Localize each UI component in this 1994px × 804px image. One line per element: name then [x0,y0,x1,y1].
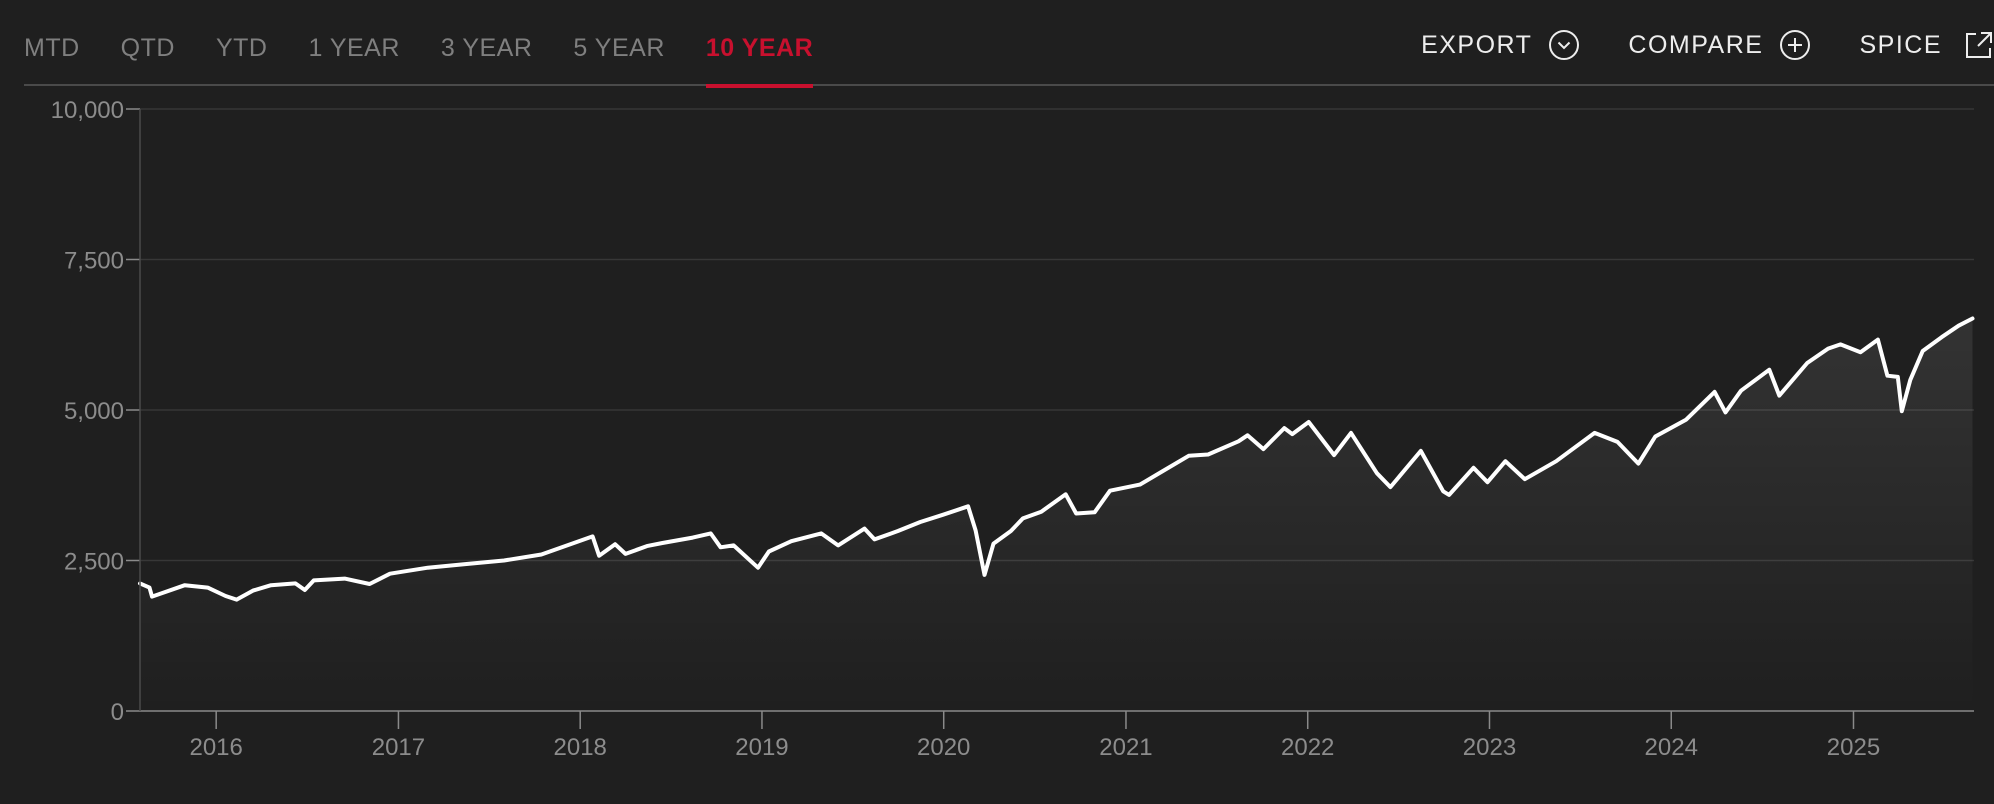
compare-label: COMPARE [1628,30,1764,59]
export-button[interactable]: EXPORT [1421,29,1580,61]
x-tick-label: 2024 [1645,734,1698,761]
time-range-tabs: MTD QTD YTD 1 YEAR 3 YEAR 5 YEAR 10 YEAR [24,0,854,88]
toolbar: MTD QTD YTD 1 YEAR 3 YEAR 5 YEAR 10 YEAR… [24,0,1994,88]
x-tick-label: 2016 [189,734,242,761]
x-tick-label: 2018 [554,734,607,761]
x-tick-label: 2025 [1827,734,1880,761]
export-label: EXPORT [1421,30,1533,59]
spice-link[interactable]: SPICE [1859,30,1994,60]
external-link-icon [1964,30,1994,60]
tab-10-year[interactable]: 10 YEAR [705,0,814,88]
y-tick-label: 7,500 [64,248,124,275]
x-tick-label: 2022 [1281,734,1334,761]
chart-actions: EXPORT COMPARE SPICE [1373,0,1994,86]
tab-qtd[interactable]: QTD [120,34,175,62]
tab-3-year[interactable]: 3 YEAR [440,34,533,62]
y-axis: 0 2,500 5,000 7,500 10,000 [51,97,140,726]
series-area [140,318,1973,711]
series-line [138,316,1975,602]
y-tick-label: 0 [111,699,124,726]
tab-mtd[interactable]: MTD [24,34,80,62]
x-tick-label: 2017 [372,734,425,761]
x-tick-label: 2023 [1463,734,1516,761]
y-tick-label: 2,500 [64,549,124,576]
tab-ytd[interactable]: YTD [215,34,268,62]
spice-label: SPICE [1859,30,1942,59]
compare-button[interactable]: COMPARE [1628,29,1811,61]
chevron-down-circle-icon [1548,29,1580,61]
y-tick-label: 10,000 [51,97,124,124]
plus-circle-icon [1779,29,1811,61]
x-tick-label: 2021 [1099,734,1152,761]
tab-1-year[interactable]: 1 YEAR [308,34,400,62]
tab-5-year[interactable]: 5 YEAR [573,34,665,62]
x-tick-label: 2019 [735,734,788,761]
x-axis: 2016 2017 2018 2019 2020 2021 2022 2023 2024 2025 [189,711,1880,761]
x-tick-label: 2020 [917,734,970,761]
y-tick-label: 5,000 [64,398,124,425]
